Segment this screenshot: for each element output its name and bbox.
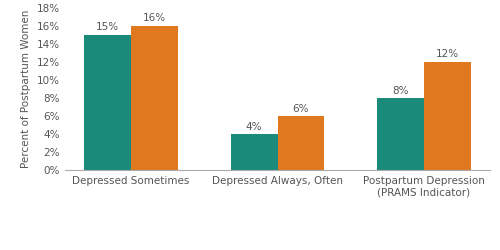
Text: 6%: 6% — [292, 104, 309, 114]
Text: 8%: 8% — [392, 86, 408, 96]
Text: 12%: 12% — [436, 50, 459, 59]
Text: 16%: 16% — [143, 13, 166, 23]
Bar — [424, 62, 470, 170]
Bar — [230, 134, 278, 170]
Y-axis label: Percent of Postpartum Women: Percent of Postpartum Women — [22, 10, 32, 168]
Bar — [377, 98, 424, 170]
Bar — [278, 116, 324, 170]
Text: 4%: 4% — [246, 122, 262, 132]
Text: 15%: 15% — [96, 22, 120, 32]
Bar — [131, 26, 178, 170]
Bar — [84, 34, 131, 170]
